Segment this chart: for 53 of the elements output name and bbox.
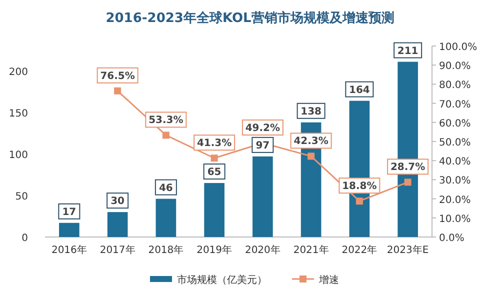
y-tick-label: 200 [8,66,28,78]
data-label: 76.5% [100,70,135,82]
y2-tick-label: 80.0% [439,80,471,92]
y2-tick-label: 30.0% [439,176,471,187]
chart-title: 2016-2023年全球KOL营销市场规模及增速预测 [106,10,394,26]
bar [59,222,80,237]
point [210,154,218,162]
data-label: 97 [256,140,270,152]
bar [156,198,176,237]
x-tick-label: 2021年 [293,244,329,256]
bar [204,183,224,237]
data-label: 164 [349,84,370,96]
data-label: 138 [300,106,322,118]
y2-tick-label: 70.0% [439,99,471,110]
data-label: 65 [207,167,222,178]
data-label: 46 [158,182,173,194]
data-label: 41.3% [196,138,232,150]
data-label: 30 [110,196,125,208]
data-label: 49.2% [245,123,280,134]
y-tick-label: 50 [15,191,28,202]
point [114,87,122,94]
data-label: 28.7% [390,162,426,174]
y2-tick-label: 0.0% [439,233,464,244]
data-label: 17 [62,206,76,218]
x-tick-label: 2018年 [148,244,184,256]
x-tick-label: 2016年 [51,244,87,256]
y2-tick-label: 100.0% [439,42,478,53]
y2-tick-label: 10.0% [439,214,471,225]
x-tick-label: 2023年E [386,244,429,256]
y-tick-label: 150 [8,108,28,120]
y2-tick-label: 20.0% [439,194,471,206]
x-tick-label: 2017年 [100,244,136,256]
y-tick-label: 100 [8,150,28,161]
y2-tick-label: 60.0% [439,118,471,130]
data-label: 42.3% [294,136,328,148]
data-label: 53.3% [148,115,184,126]
legend-label: 增速 [318,274,339,286]
point [404,178,412,186]
point [356,198,363,205]
legend-label: 市场规模（亿美元） [177,274,267,286]
data-label: 211 [397,46,418,57]
point [308,152,315,160]
point [162,132,170,139]
data-label: 18.8% [342,181,377,192]
bar [107,212,128,237]
x-tick-label: 2022年 [342,244,378,256]
x-tick-label: 2020年 [244,244,280,256]
bar [252,156,273,237]
x-tick-label: 2019年 [196,244,232,256]
y2-tick-label: 90.0% [439,61,471,72]
y-tick-label: 0 [22,233,28,244]
y2-tick-label: 50.0% [439,138,471,148]
y2-tick-label: 40.0% [439,156,471,168]
